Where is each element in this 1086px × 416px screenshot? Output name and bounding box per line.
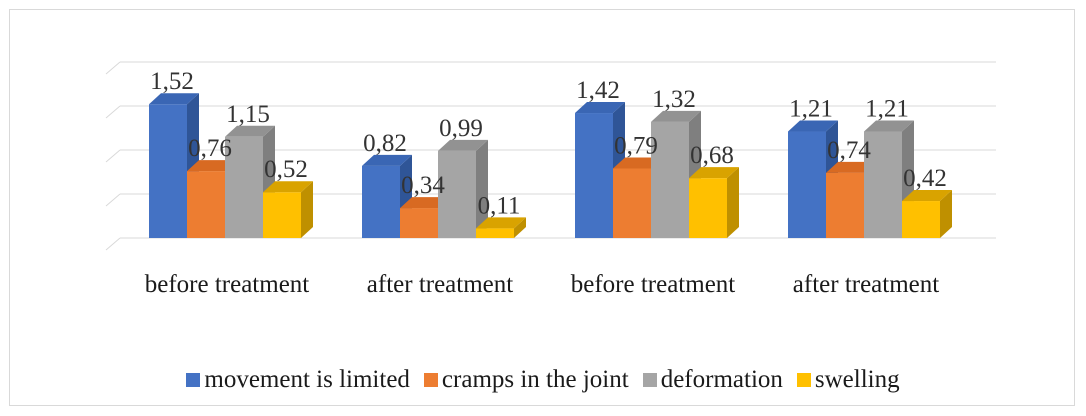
data-label: 0,82	[363, 130, 407, 157]
data-label: 1,21	[789, 96, 833, 123]
bar-swelling-3	[689, 167, 739, 238]
bar-front	[149, 104, 187, 239]
bar-swelling-4	[902, 190, 952, 238]
legend-item: deformation	[642, 366, 783, 394]
category-label: before treatment	[145, 271, 310, 298]
gridline-depth	[105, 237, 121, 251]
bar-top	[613, 157, 663, 169]
bar-top	[187, 160, 237, 172]
category-label: after treatment	[793, 271, 939, 298]
legend-swatch	[423, 373, 438, 387]
bar-front	[225, 136, 263, 238]
bar-movement-is-limited-4	[788, 120, 838, 238]
legend-item: cramps in the joint	[423, 366, 629, 394]
category-labels: before treatment after treatment before tr…	[145, 271, 940, 298]
data-label: 0,74	[827, 137, 871, 164]
bar-front	[902, 201, 940, 238]
bar-front	[187, 171, 225, 238]
bar-top	[149, 93, 199, 105]
bar-side	[727, 167, 739, 238]
category-label: after treatment	[367, 271, 513, 298]
bar-movement-is-limited-2	[362, 154, 412, 238]
bar-front	[864, 131, 902, 238]
bar-top	[788, 120, 838, 132]
bar-side	[301, 181, 313, 238]
legend: movement is limited cramps in the joint de…	[0, 366, 1086, 394]
data-label: 0,11	[478, 192, 521, 219]
bar-front	[362, 165, 400, 238]
data-label: 0,34	[401, 172, 445, 199]
bar-front	[651, 121, 689, 238]
data-label: 1,52	[150, 68, 194, 95]
gridline-depth	[105, 61, 121, 75]
data-label: 0,76	[188, 135, 232, 162]
bar-top	[362, 154, 412, 166]
bar-front	[476, 228, 514, 238]
bar-top	[651, 110, 701, 122]
gridline-depth	[105, 149, 121, 163]
bar-top	[263, 181, 313, 193]
legend-swatch	[642, 373, 657, 387]
value-labels: 1,52 0,76 1,15 0,52 0,82 0,34 0,99 0,11 1,42 0,79…	[150, 68, 947, 219]
bar-front	[613, 168, 651, 238]
bar-top	[826, 161, 876, 173]
bar-side	[476, 139, 488, 238]
legend-item: swelling	[796, 366, 900, 394]
bar-deformation-2	[438, 139, 488, 238]
bar-top	[575, 102, 625, 114]
bar-side	[514, 217, 526, 238]
gridline-depth	[105, 193, 121, 207]
legend-item: movement is limited	[186, 366, 410, 394]
legend-label: cramps in the joint	[441, 366, 629, 393]
data-label: 0,52	[264, 156, 308, 183]
bar-top	[225, 125, 275, 137]
bar-front	[575, 113, 613, 238]
data-label: 0,68	[690, 142, 734, 169]
bar-front	[689, 178, 727, 238]
data-label: 1,32	[652, 86, 696, 113]
bar-top	[400, 197, 450, 209]
data-label: 0,79	[614, 132, 658, 159]
bar-front	[788, 131, 826, 238]
legend-swatch	[186, 373, 201, 387]
bar-front	[400, 208, 438, 238]
bar-top	[902, 190, 952, 202]
legend-swatch	[796, 373, 811, 387]
bar-swelling-1	[263, 181, 313, 238]
bar-top	[476, 217, 526, 229]
category-label: before treatment	[571, 271, 736, 298]
data-label: 1,42	[576, 77, 620, 104]
legend-label: deformation	[660, 366, 783, 393]
bar-side	[940, 190, 952, 238]
bar-top	[438, 139, 488, 151]
bar-front	[438, 150, 476, 238]
gridline-depth	[105, 105, 121, 119]
data-label: 1,21	[865, 96, 909, 123]
bar-deformation-1	[225, 125, 275, 238]
legend-label: swelling	[814, 366, 900, 393]
bar-swelling-2	[476, 217, 526, 238]
data-label: 0,42	[903, 165, 947, 192]
bar-top	[864, 120, 914, 132]
legend-label: movement is limited	[204, 366, 410, 393]
bar-front	[263, 192, 301, 238]
bars	[149, 93, 952, 239]
data-label: 0,99	[439, 115, 483, 142]
bar-front	[826, 172, 864, 238]
data-label: 1,15	[226, 101, 270, 128]
bar-top	[689, 167, 739, 179]
